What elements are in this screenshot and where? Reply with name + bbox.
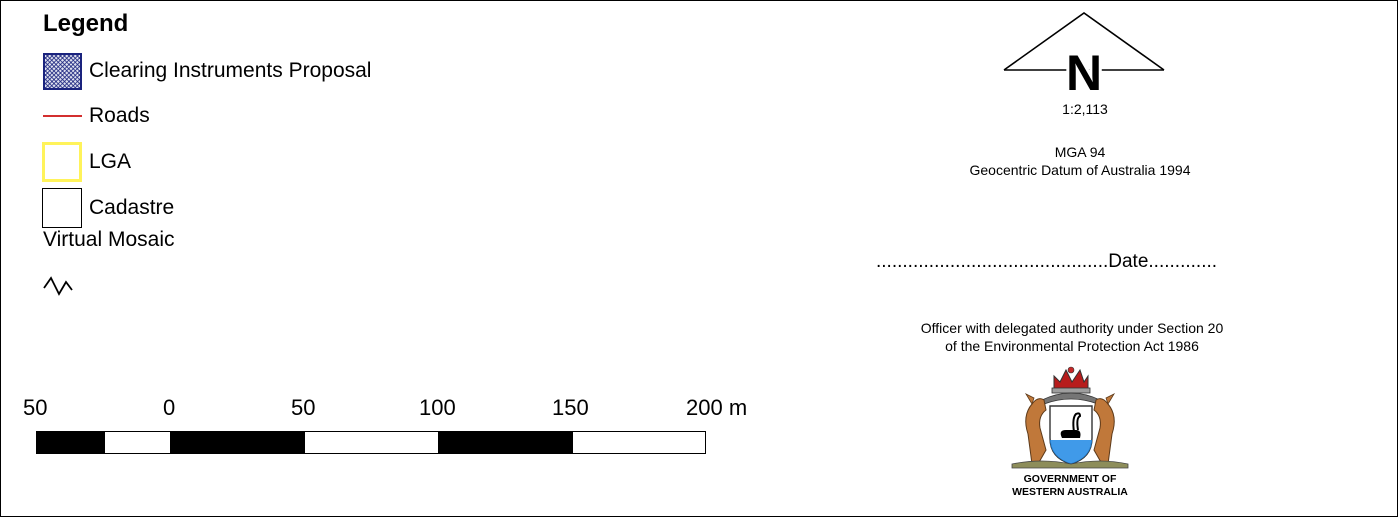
lga-swatch <box>42 142 82 182</box>
scale-segment-4 <box>304 431 439 454</box>
scale-label-4: 100 <box>419 395 456 420</box>
north-letter: N <box>1066 45 1102 94</box>
virtual-mosaic-icon <box>43 276 73 296</box>
scale-segment-6 <box>572 431 706 454</box>
cadastre-swatch <box>42 188 82 228</box>
scale-label-2: 0 <box>163 395 176 420</box>
scale-segment-1 <box>36 431 105 454</box>
scale-label-5: 150 <box>552 395 589 420</box>
roads-swatch <box>43 115 82 117</box>
legend-title: Legend <box>43 10 129 37</box>
scale-segment-2 <box>104 431 171 454</box>
projection-datum: Geocentric Datum of Australia 1994 <box>969 162 1191 178</box>
north-arrow-icon: N <box>1003 12 1165 94</box>
officer-line-1: Officer with delegated authority under S… <box>920 320 1224 336</box>
crest-text-line-2: WESTERN AUSTRALIA <box>1012 486 1128 498</box>
scale-segment-3 <box>170 431 305 454</box>
scale-label-1: 50 <box>23 395 48 420</box>
clearing-proposal-swatch <box>43 53 82 90</box>
scale-segment-5 <box>438 431 573 454</box>
legend-label-lga: LGA <box>89 150 132 173</box>
projection-name: MGA 94 <box>1054 144 1106 160</box>
map-scale: 1:2,113 <box>1062 101 1108 117</box>
coat-of-arms-icon <box>1011 366 1129 469</box>
signature-date-line: ........................................… <box>876 251 1218 272</box>
officer-line-2: of the Environmental Protection Act 1986 <box>945 338 1199 354</box>
legend-label-virtual-mosaic: Virtual Mosaic <box>43 228 175 251</box>
legend-label-roads: Roads <box>89 104 150 127</box>
scale-label-3: 50 <box>291 395 316 420</box>
crest-text-line-1: GOVERNMENT OF <box>1023 473 1117 485</box>
legend-label-clearing: Clearing Instruments Proposal <box>89 59 372 82</box>
legend-label-cadastre: Cadastre <box>89 196 175 219</box>
scale-label-6: 200 m <box>686 395 748 420</box>
